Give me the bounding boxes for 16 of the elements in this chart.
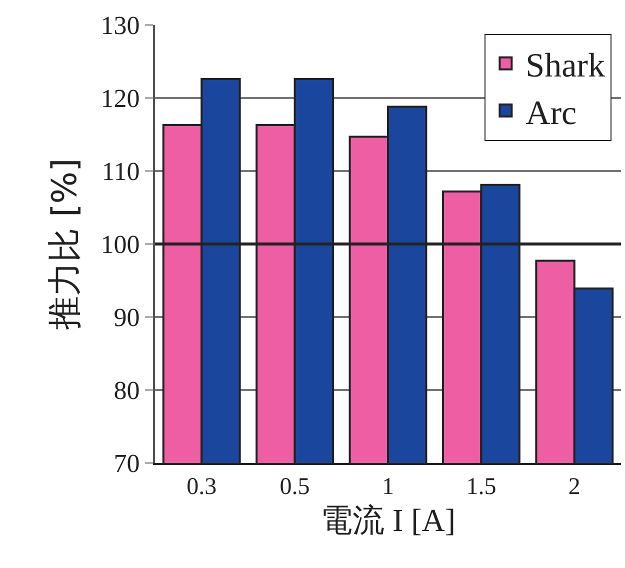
x-tick-label: 0.3 [186,474,217,500]
x-tick-label: 1.5 [466,474,496,500]
x-tick-label: 2 [568,474,580,500]
legend-label: Arc [526,94,577,132]
legend-label: Shark [526,48,606,85]
x-tick-label: 1 [382,474,394,500]
y-tick-label: 90 [114,303,140,332]
x-axis-title: 電流 I [A] [320,502,456,538]
y-tick-label: 100 [100,230,140,260]
y-tick-label: 110 [102,157,140,186]
y-tick-label: 80 [114,376,140,406]
y-tick-label: 120 [100,84,140,114]
y-tick-label: 130 [100,11,140,40]
x-tick-label: 0.5 [280,474,310,500]
y-axis-title: 推力比 [%] [44,158,85,330]
y-tick-label: 70 [114,449,140,478]
